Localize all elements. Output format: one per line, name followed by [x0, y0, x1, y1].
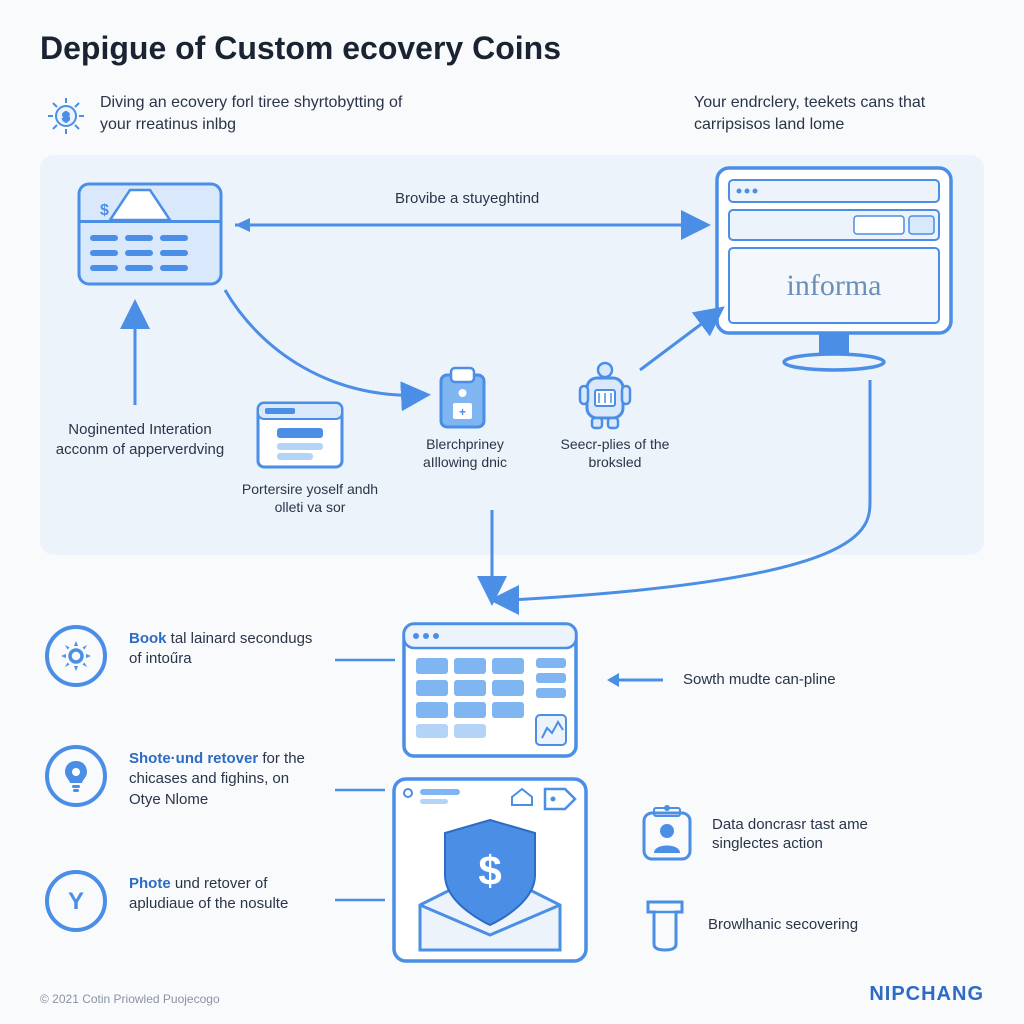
- flow-left-label: Noginented Interation acconm of apperver…: [55, 420, 225, 459]
- svg-text:Y: Y: [68, 888, 84, 915]
- page-title: Depigue of Custom ecovery Coins: [40, 30, 561, 67]
- intro-text-right: Your endrclery, teekets cans that carrip…: [694, 92, 964, 135]
- robot-label: Seecr-plies of the broksled: [545, 435, 685, 471]
- svg-text:$: $: [63, 110, 70, 124]
- arrow-left-icon: [605, 668, 665, 692]
- monitor-icon: informa: [709, 160, 959, 385]
- window-small-label: Portersire yoself andh olleti va sor: [235, 480, 385, 516]
- bullet-text-1: Book tal lainard secondugs of intoűra: [129, 625, 324, 670]
- footer-brand: NIPCHANG: [869, 983, 984, 1006]
- bullet-row-3: Y Phote und retover of apludiaue of the …: [45, 870, 324, 932]
- dashboard-icon: [400, 620, 580, 765]
- svg-text:$: $: [478, 847, 501, 894]
- y-icon: Y: [45, 870, 107, 932]
- monitor-screen-text: informa: [787, 269, 882, 302]
- clipboard-label: Blerchpriney aIllowing dnic: [405, 435, 525, 471]
- right-item-3: Browlhanic secovering: [640, 898, 928, 952]
- shield-dollar-icon: $: [390, 775, 590, 970]
- bullet-text-2: Shote·und retover for the chicases and f…: [129, 745, 324, 810]
- footer-copyright: © 2021 Cotin Priowled Puojecogo: [40, 992, 220, 1006]
- window-small-icon: [255, 400, 345, 475]
- svg-text:$: $: [100, 202, 109, 219]
- right-text-3: Browlhanic secovering: [708, 915, 928, 935]
- gear-icon: [45, 625, 107, 687]
- bullet-row-2: Shote·und retover for the chicases and f…: [45, 745, 324, 810]
- clipboard-icon: +: [435, 365, 490, 435]
- dollar-card-icon: $: [75, 180, 225, 295]
- flow-top-label: Brovibe a stuyeghtind: [395, 190, 539, 207]
- sun-dollar-icon: $: [45, 95, 87, 142]
- cup-icon: [640, 898, 690, 952]
- robot-icon: [575, 360, 635, 435]
- right-text-1: Sowth mudte can-pline: [683, 670, 903, 690]
- intro-text-left: Diving an ecovery forl tiree shyrtobytti…: [100, 92, 430, 135]
- person-frame-icon: [640, 805, 694, 863]
- right-item-1: Sowth mudte can-pline: [605, 668, 903, 692]
- svg-text:+: +: [459, 405, 466, 419]
- bullet-row-1: Book tal lainard secondugs of intoűra: [45, 625, 324, 687]
- right-text-2: Data doncrasr tast ame singlectes action: [712, 815, 932, 854]
- bullet-text-3: Phote und retover of apludiaue of the no…: [129, 870, 324, 915]
- bulb-icon: [45, 745, 107, 807]
- right-item-2: Data doncrasr tast ame singlectes action: [640, 805, 932, 863]
